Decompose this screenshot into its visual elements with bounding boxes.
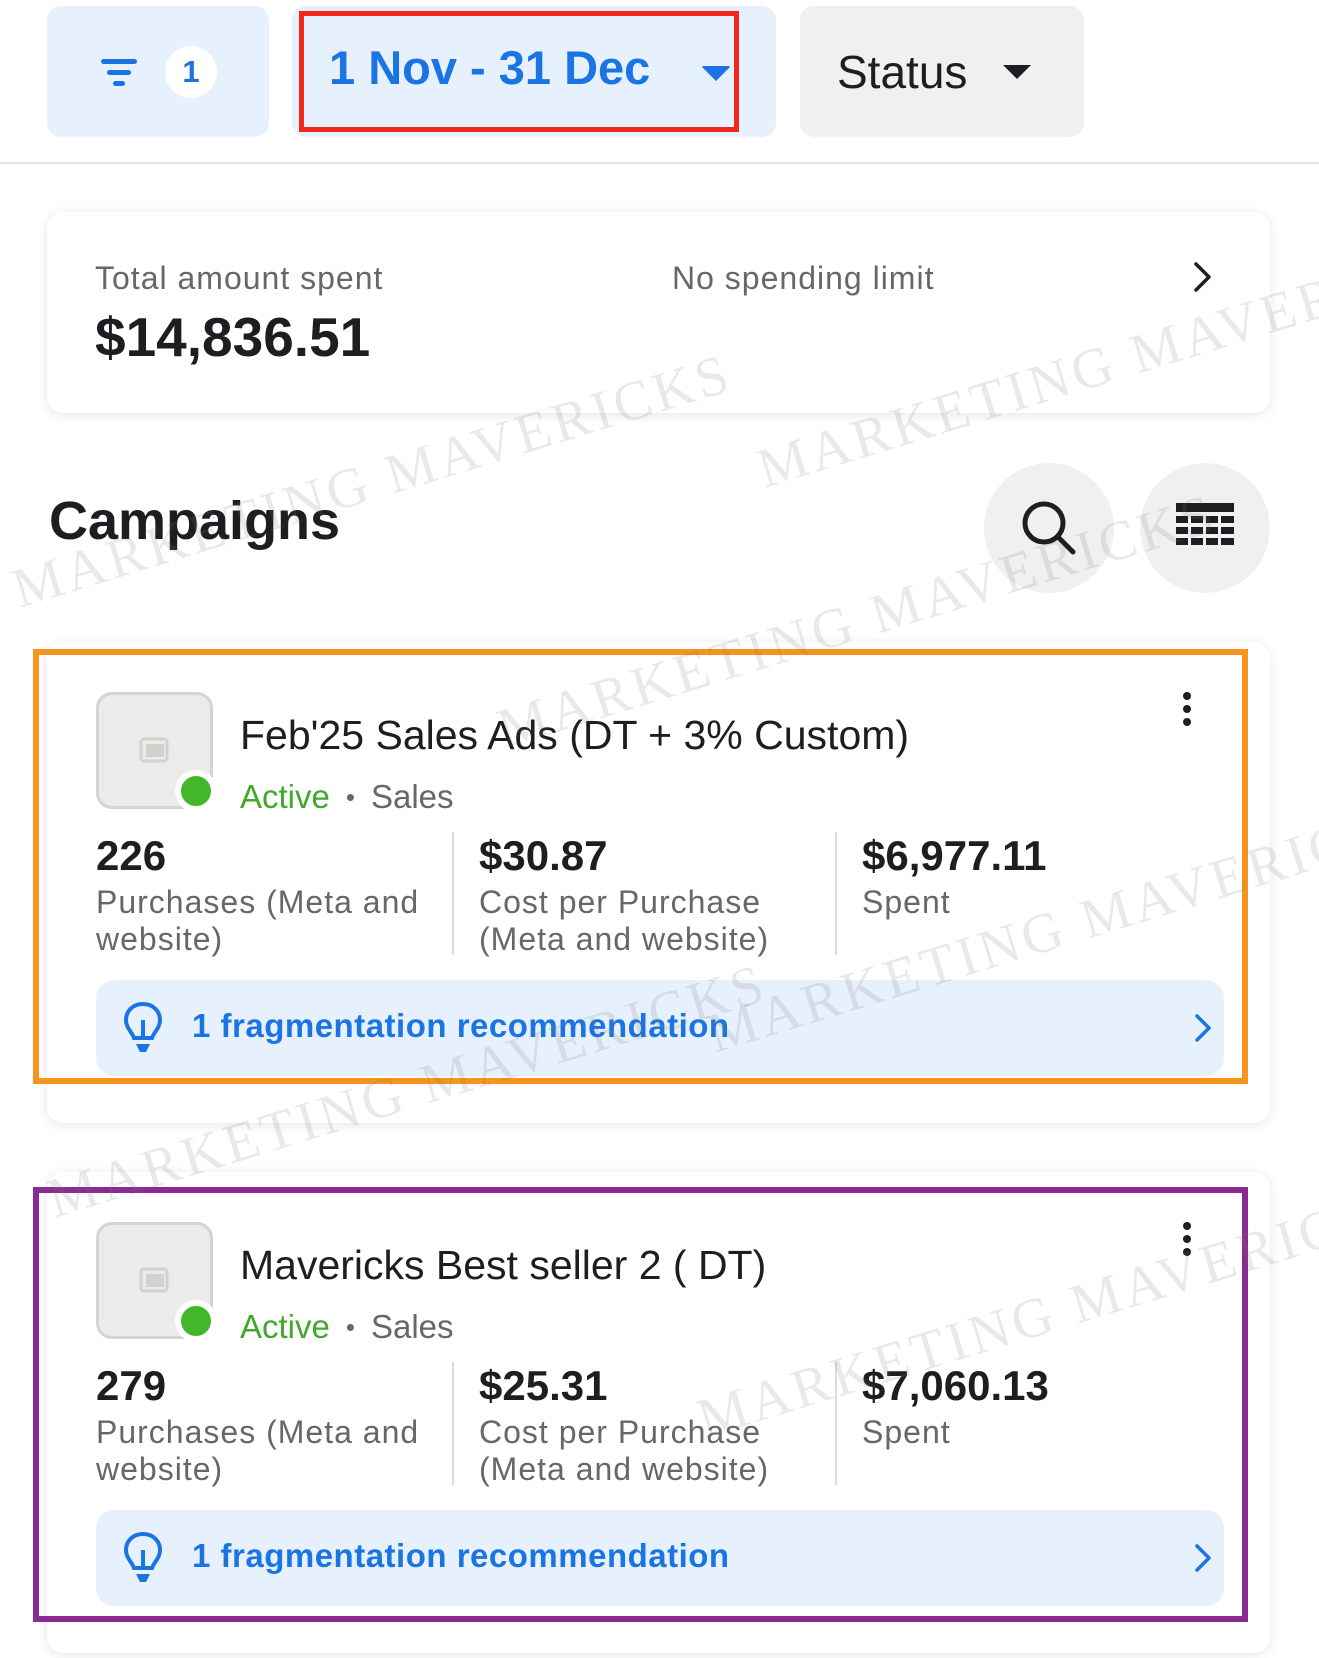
search-button[interactable] bbox=[984, 463, 1114, 593]
campaign-name[interactable]: Mavericks Best seller 2 ( DT) bbox=[240, 1242, 767, 1288]
toolbar-divider bbox=[0, 162, 1319, 164]
chevron-right-icon[interactable] bbox=[1187, 257, 1217, 297]
spending-limit-label: No spending limit bbox=[672, 260, 935, 296]
metric-spent: $7,060.13 Spent bbox=[862, 1362, 1222, 1451]
campaign-meta: Active • Sales bbox=[240, 1308, 454, 1346]
metric-label: Cost per Purchase (Meta and website) bbox=[479, 884, 770, 957]
metric-value: $25.31 bbox=[479, 1362, 608, 1409]
metric-value: $30.87 bbox=[479, 832, 608, 879]
total-spent-value: $14,836.51 bbox=[95, 306, 371, 368]
meta-separator: • bbox=[345, 1311, 355, 1342]
image-placeholder-icon bbox=[139, 737, 168, 762]
status-filter-label: Status bbox=[837, 45, 968, 98]
campaign-status: Active bbox=[240, 778, 330, 815]
campaign-objective: Sales bbox=[370, 1308, 454, 1345]
metric-label: Spent bbox=[862, 1414, 951, 1450]
metric-label: Purchases (Meta and website) bbox=[96, 884, 420, 957]
more-vertical-icon[interactable] bbox=[1181, 692, 1193, 732]
campaign-status: Active bbox=[240, 1308, 330, 1345]
date-range-highlight bbox=[299, 11, 739, 132]
search-icon bbox=[1022, 501, 1076, 555]
caret-down-icon bbox=[1003, 64, 1032, 79]
total-spent-label: Total amount spent bbox=[95, 260, 384, 296]
metric-value: $6,977.11 bbox=[862, 832, 1047, 879]
spending-summary-card[interactable]: Total amount spent $14,836.51 No spendin… bbox=[47, 212, 1270, 413]
filter-icon bbox=[99, 56, 139, 88]
recommendation-banner[interactable]: 1 fragmentation recommendation bbox=[96, 1510, 1224, 1606]
table-view-button[interactable] bbox=[1140, 463, 1270, 593]
campaign-card[interactable]: Feb'25 Sales Ads (DT + 3% Custom) Active… bbox=[47, 642, 1270, 1123]
metric-divider bbox=[835, 832, 837, 955]
table-icon bbox=[1176, 503, 1234, 545]
active-status-dot bbox=[175, 1300, 217, 1342]
chevron-right-icon bbox=[1195, 1014, 1211, 1042]
status-filter-button[interactable]: Status bbox=[800, 6, 1084, 137]
date-range-label: 1 Nov - 31 Dec bbox=[329, 41, 651, 94]
campaign-meta: Active • Sales bbox=[240, 778, 454, 816]
campaigns-heading: Campaigns bbox=[49, 491, 341, 551]
metric-cost-per-purchase: $30.87 Cost per Purchase (Meta and websi… bbox=[479, 832, 839, 958]
metric-divider bbox=[835, 1362, 837, 1485]
metric-cost-per-purchase: $25.31 Cost per Purchase (Meta and websi… bbox=[479, 1362, 839, 1488]
recommendation-banner[interactable]: 1 fragmentation recommendation bbox=[96, 980, 1224, 1076]
metric-label: Cost per Purchase (Meta and website) bbox=[479, 1414, 770, 1487]
recommendation-label: 1 fragmentation recommendation bbox=[192, 1537, 730, 1574]
active-status-dot bbox=[175, 770, 217, 812]
filter-button[interactable]: 1 bbox=[47, 6, 269, 137]
lightbulb-icon bbox=[123, 1531, 163, 1582]
metric-divider bbox=[452, 1362, 454, 1485]
caret-down-icon bbox=[701, 66, 731, 81]
metric-purchases: 226 Purchases (Meta and website) bbox=[96, 832, 456, 958]
metric-label: Purchases (Meta and website) bbox=[96, 1414, 420, 1487]
more-vertical-icon[interactable] bbox=[1181, 1222, 1193, 1262]
filter-count-badge: 1 bbox=[165, 45, 217, 98]
metric-value: 226 bbox=[96, 832, 167, 879]
metric-value: 279 bbox=[96, 1362, 167, 1409]
date-range-button[interactable] bbox=[292, 6, 776, 137]
chevron-right-icon bbox=[1195, 1544, 1211, 1572]
campaign-objective: Sales bbox=[370, 778, 454, 815]
metric-value: $7,060.13 bbox=[862, 1362, 1049, 1409]
image-placeholder-icon bbox=[139, 1267, 168, 1292]
metric-label: Spent bbox=[862, 884, 951, 920]
metric-divider bbox=[452, 832, 454, 955]
meta-separator: • bbox=[345, 781, 355, 812]
campaign-name[interactable]: Feb'25 Sales Ads (DT + 3% Custom) bbox=[240, 712, 910, 758]
metric-purchases: 279 Purchases (Meta and website) bbox=[96, 1362, 456, 1488]
campaign-card[interactable]: Mavericks Best seller 2 ( DT) Active • S… bbox=[47, 1172, 1270, 1653]
recommendation-label: 1 fragmentation recommendation bbox=[192, 1007, 730, 1044]
metric-spent: $6,977.11 Spent bbox=[862, 832, 1222, 921]
lightbulb-icon bbox=[123, 1001, 163, 1052]
